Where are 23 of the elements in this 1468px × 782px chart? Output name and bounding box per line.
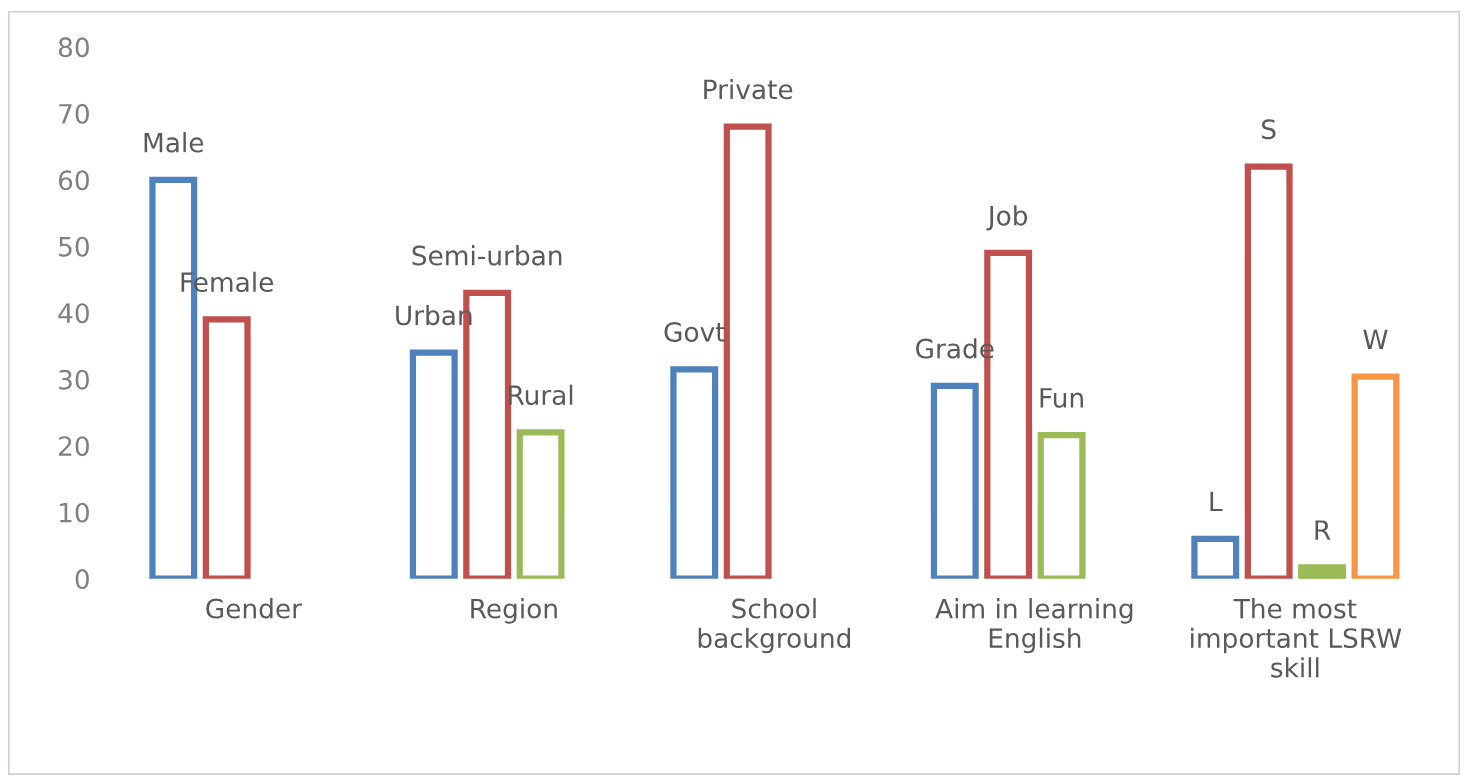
x-tick-label: The most important LSRW skill	[1191, 598, 1402, 678]
y-tick-label: 70	[59, 103, 89, 124]
data-label: Job	[986, 205, 1028, 231]
x-tick-label: Region	[471, 598, 557, 624]
x-tick-label: Gender	[206, 598, 302, 619]
y-tick-label: 0	[75, 569, 89, 590]
y-tick-label: 80	[58, 37, 89, 58]
y-tick-label: 50	[59, 236, 89, 257]
y-tick-label: 20	[59, 436, 89, 457]
x-tick-label: Aim in learning English	[935, 598, 1133, 654]
data-label: R	[1315, 520, 1331, 540]
x-tick-label: School background	[698, 598, 850, 654]
data-label: Private	[704, 78, 793, 100]
y-tick-label: 60	[58, 170, 89, 191]
data-label: S	[1262, 119, 1276, 140]
data-label: L	[1210, 491, 1223, 512]
y-tick-label: 30	[59, 369, 89, 390]
data-label: Semi-urban	[412, 245, 562, 266]
data-label: W	[1363, 329, 1388, 349]
y-tick-label: 40	[58, 303, 89, 324]
y-tick-label: 10	[59, 502, 89, 523]
data-label: Fun	[1040, 388, 1083, 408]
data-label: Male	[144, 132, 204, 153]
